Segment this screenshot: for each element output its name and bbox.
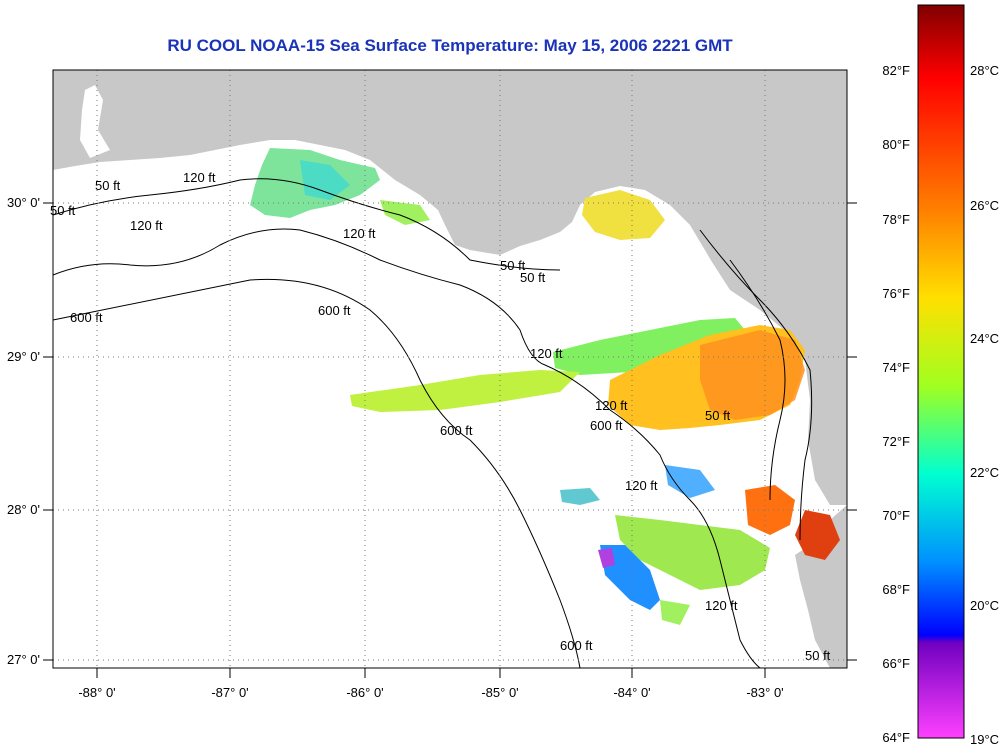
contour-label: 50 ft xyxy=(705,408,731,423)
c-label: 20°C xyxy=(970,598,999,613)
contour-label: 600 ft xyxy=(318,303,351,318)
contour-label: 120 ft xyxy=(530,346,563,361)
f-label: 64°F xyxy=(882,730,910,745)
lat-label: 29° 0' xyxy=(7,349,40,364)
colorbar-c-labels: 28°C 26°C 24°C 22°C 20°C 19°C xyxy=(970,63,999,747)
contour-label: 50 ft xyxy=(805,648,831,663)
f-label: 66°F xyxy=(882,656,910,671)
lat-labels: 30° 0' 29° 0' 28° 0' 27° 0' xyxy=(7,195,40,667)
lat-label: 27° 0' xyxy=(7,652,40,667)
contour-label: 120 ft xyxy=(705,598,738,613)
contour-label: 50 ft xyxy=(520,270,546,285)
map-frame xyxy=(52,69,848,669)
colorbar-f-labels: 82°F 80°F 78°F 76°F 74°F 72°F 70°F 68°F … xyxy=(882,63,910,745)
lon-label: -86° 0' xyxy=(346,685,383,700)
lon-label: -84° 0' xyxy=(613,685,650,700)
c-label: 24°C xyxy=(970,331,999,346)
lat-label: 28° 0' xyxy=(7,502,40,517)
colorbar xyxy=(917,4,965,739)
lon-labels: -88° 0' -87° 0' -86° 0' -85° 0' -84° 0' … xyxy=(78,685,783,700)
contour-label: 120 ft xyxy=(183,170,216,185)
lon-label: -85° 0' xyxy=(481,685,518,700)
contour-label: 120 ft xyxy=(343,226,376,241)
contour-label: 50 ft xyxy=(95,178,121,193)
lon-label: -88° 0' xyxy=(78,685,115,700)
contour-label: 600 ft xyxy=(590,418,623,433)
f-label: 74°F xyxy=(882,360,910,375)
f-label: 80°F xyxy=(882,137,910,152)
c-label: 19°C xyxy=(970,732,999,747)
lat-label: 30° 0' xyxy=(7,195,40,210)
f-label: 76°F xyxy=(882,286,910,301)
contour-label: 120 ft xyxy=(130,218,163,233)
f-label: 82°F xyxy=(882,63,910,78)
f-label: 70°F xyxy=(882,508,910,523)
map-title: RU COOL NOAA-15 Sea Surface Temperature:… xyxy=(167,36,733,55)
c-label: 28°C xyxy=(970,63,999,78)
sst-data xyxy=(250,148,840,625)
c-label: 22°C xyxy=(970,465,999,480)
contour-label: 600 ft xyxy=(70,310,103,325)
lon-label: -87° 0' xyxy=(211,685,248,700)
f-label: 78°F xyxy=(882,212,910,227)
contour-label: 600 ft xyxy=(560,638,593,653)
c-label: 26°C xyxy=(970,198,999,213)
contour-label: 120 ft xyxy=(595,398,628,413)
axis-ticks xyxy=(43,202,857,678)
lon-label: -83° 0' xyxy=(746,685,783,700)
contour-label: 120 ft xyxy=(625,478,658,493)
contour-label: 600 ft xyxy=(440,423,473,438)
contour-label: 50 ft xyxy=(500,258,526,273)
contour-labels: 50 ft 120 ft 600 ft 50 ft 120 ft 600 ft … xyxy=(50,170,831,663)
f-label: 68°F xyxy=(882,582,910,597)
f-label: 72°F xyxy=(882,434,910,449)
contour-label: 50 ft xyxy=(50,203,76,218)
